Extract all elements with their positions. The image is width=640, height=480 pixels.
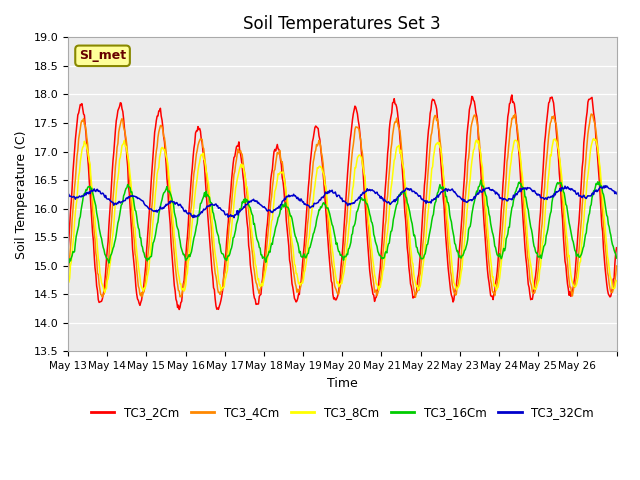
TC3_32Cm bbox=[562, 185, 570, 191]
TC3_2Cm bbox=[175, 307, 183, 312]
TC3_8Cm bbox=[590, 136, 598, 142]
TC3_8Cm bbox=[612, 278, 620, 284]
TC3_4Cm bbox=[243, 193, 251, 199]
TC3_32Cm bbox=[612, 191, 620, 197]
TC3_32Cm bbox=[154, 209, 161, 215]
TC3_4Cm bbox=[80, 116, 88, 121]
TC3_8Cm bbox=[80, 144, 88, 149]
TC3_2Cm bbox=[80, 111, 88, 117]
TC3_4Cm bbox=[588, 111, 595, 117]
TC3_2Cm bbox=[211, 296, 219, 302]
TC3_4Cm bbox=[412, 294, 419, 300]
Legend: TC3_2Cm, TC3_4Cm, TC3_8Cm, TC3_16Cm, TC3_32Cm: TC3_2Cm, TC3_4Cm, TC3_8Cm, TC3_16Cm, TC3… bbox=[86, 401, 599, 424]
TC3_16Cm bbox=[563, 203, 570, 209]
TC3_2Cm bbox=[612, 245, 620, 251]
TC3_8Cm bbox=[562, 224, 570, 230]
Line: TC3_8Cm: TC3_8Cm bbox=[68, 139, 616, 292]
Y-axis label: Soil Temperature (C): Soil Temperature (C) bbox=[15, 130, 28, 259]
TC3_32Cm bbox=[64, 191, 72, 196]
TC3_16Cm bbox=[477, 177, 484, 183]
Line: TC3_32Cm: TC3_32Cm bbox=[68, 186, 616, 217]
Title: Soil Temperatures Set 3: Soil Temperatures Set 3 bbox=[243, 15, 441, 33]
TC3_16Cm bbox=[64, 257, 72, 263]
TC3_2Cm bbox=[527, 296, 535, 301]
Line: TC3_16Cm: TC3_16Cm bbox=[68, 180, 616, 263]
TC3_4Cm bbox=[154, 144, 161, 149]
TC3_16Cm bbox=[80, 192, 88, 197]
TC3_16Cm bbox=[244, 199, 252, 205]
TC3_4Cm bbox=[612, 263, 620, 269]
TC3_8Cm bbox=[211, 251, 219, 257]
TC3_8Cm bbox=[64, 280, 72, 286]
TC3_32Cm bbox=[211, 203, 218, 208]
TC3_8Cm bbox=[154, 167, 162, 173]
TC3_4Cm bbox=[211, 263, 218, 269]
TC3_2Cm bbox=[154, 113, 161, 119]
TC3_2Cm bbox=[508, 92, 516, 98]
Line: TC3_2Cm: TC3_2Cm bbox=[68, 95, 616, 310]
Text: SI_met: SI_met bbox=[79, 49, 126, 62]
TC3_32Cm bbox=[527, 186, 534, 192]
TC3_4Cm bbox=[64, 271, 72, 276]
TC3_4Cm bbox=[562, 242, 570, 248]
TC3_16Cm bbox=[527, 227, 535, 233]
TC3_8Cm bbox=[244, 191, 252, 196]
TC3_8Cm bbox=[527, 262, 534, 267]
TC3_4Cm bbox=[527, 280, 534, 286]
TC3_16Cm bbox=[154, 219, 162, 225]
TC3_32Cm bbox=[80, 193, 88, 199]
X-axis label: Time: Time bbox=[327, 377, 358, 390]
TC3_32Cm bbox=[601, 183, 609, 189]
TC3_8Cm bbox=[101, 289, 109, 295]
TC3_16Cm bbox=[612, 255, 620, 261]
TC3_16Cm bbox=[211, 218, 219, 224]
TC3_2Cm bbox=[244, 226, 252, 231]
TC3_32Cm bbox=[230, 215, 238, 220]
TC3_2Cm bbox=[64, 247, 72, 253]
TC3_2Cm bbox=[563, 273, 570, 278]
TC3_16Cm bbox=[105, 260, 113, 266]
TC3_32Cm bbox=[244, 201, 252, 206]
Line: TC3_4Cm: TC3_4Cm bbox=[68, 114, 616, 297]
